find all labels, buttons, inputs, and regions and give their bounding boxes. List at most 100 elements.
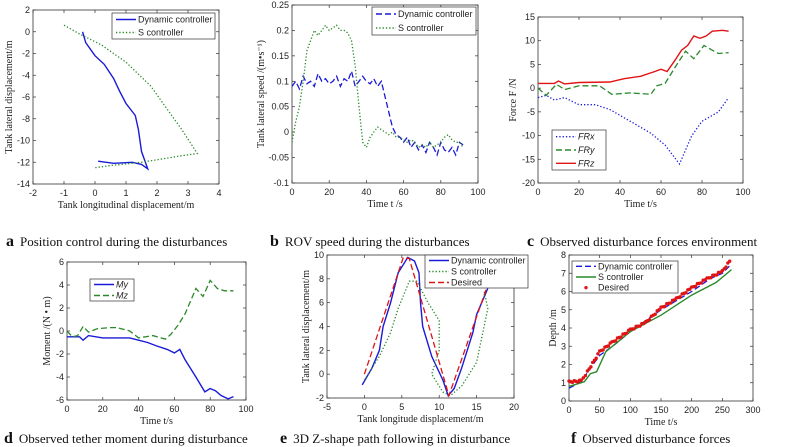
legend-label: Dynamic controller	[138, 15, 213, 25]
series-desired-marker	[663, 304, 667, 309]
panel-b: 0 20 40 60 80 100 -0.1 -0.05 0 0.05 0.1 0.15 0.2 0.25…	[256, 0, 486, 250]
series-desired-marker	[579, 378, 583, 382]
caption-text: 3D Z-shape path following in disturbance	[293, 431, 510, 446]
y-tick-label: 6	[561, 287, 566, 297]
x-tick-label: 250	[715, 405, 730, 415]
series-my-line	[67, 334, 234, 400]
x-tick-label: 100	[735, 187, 750, 197]
y-axis-label: Moment /(N • m)	[42, 296, 53, 365]
y-tick-label: -0.05	[268, 153, 289, 163]
y-tick-label: 0	[59, 326, 64, 336]
y-tick-label: 4	[561, 323, 566, 333]
y-tick-label: 4	[59, 280, 64, 290]
legend-box	[111, 12, 216, 40]
legend-marker	[584, 285, 588, 290]
x-tick-label: 0	[289, 187, 294, 197]
x-axis-label: Time t/s	[645, 417, 678, 428]
series-desired-marker	[727, 259, 732, 263]
legend-label: S controller	[598, 272, 644, 282]
panel-caption: f Observed disturbance forces	[571, 430, 730, 447]
caption-letter: c	[527, 233, 534, 250]
y-axis-label: Tank lateral displacement/m	[4, 40, 15, 153]
series-frx-line	[537, 94, 730, 166]
x-tick-label: 60	[399, 187, 409, 197]
panel-caption: c Observed disturbance forces environment	[527, 233, 757, 250]
legend-label: Dynamic controller	[398, 9, 473, 19]
caption-letter: b	[270, 233, 279, 250]
x-tick-label: 0	[535, 187, 540, 197]
y-tick-label: 7	[561, 268, 566, 278]
y-tick-label: 0.05	[271, 102, 289, 112]
y-tick-label: -0.1	[273, 178, 289, 188]
caption-text: Observed disturbance forces environment	[540, 234, 757, 249]
series-mz-line	[66, 279, 234, 340]
y-tick-label: 3	[561, 341, 566, 351]
panel-d: 0 20 40 60 80 100 -6 -4 -2 0 2 4 6 Time t/s Moment /(N…	[4, 257, 254, 447]
x-axis-label: Tank longitudinal displacement/m	[58, 200, 195, 211]
x-tick-label: 80	[205, 404, 215, 414]
legend: Dynamic controller S controller	[371, 6, 477, 36]
panel-caption: e 3D Z-shape path following in disturbanc…	[280, 430, 510, 447]
y-tick-label: 0.2	[276, 25, 289, 35]
y-tick-label: 0.1	[276, 76, 289, 86]
y-tick-label: -2	[316, 393, 324, 403]
series-s-controller-line	[291, 24, 464, 149]
series-desired-marker	[678, 295, 682, 299]
x-tick-label: 100	[623, 405, 638, 415]
series-desired-marker	[632, 327, 636, 331]
series-desired-marker	[709, 276, 713, 280]
y-tick-label: 6	[319, 298, 324, 308]
legend-label: FRx	[578, 132, 595, 142]
y-tick-label: 10	[314, 250, 324, 260]
caption-text: Observed tether moment during disturbanc…	[19, 431, 248, 446]
y-tick-label: 2	[25, 5, 30, 15]
series-s-controller-line	[363, 280, 489, 397]
x-tick-label: 0	[566, 405, 571, 415]
legend-label: Desired	[451, 278, 482, 288]
x-tick-label: 40	[134, 404, 144, 414]
series-desired-marker	[684, 291, 688, 295]
legend-label: S controller	[398, 23, 444, 33]
caption-text: Position control during the disturbances	[20, 234, 227, 249]
legend-label: Mz	[116, 291, 128, 301]
y-tick-label: 0.15	[271, 51, 289, 61]
y-axis-label: Tank lateral displacement/m	[301, 270, 312, 383]
y-tick-label: -12	[17, 157, 30, 167]
y-tick-label: -10	[522, 131, 535, 141]
series-fry-line	[537, 44, 729, 97]
legend-label: Desired	[598, 283, 629, 293]
x-tick-label: 40	[615, 187, 625, 197]
series-desired-marker	[601, 348, 605, 352]
series-desired-marker	[583, 373, 588, 378]
legend-label: FRz	[578, 158, 595, 168]
panel-e: -5 0 5 10 15 20 -2 0 2 4 6 8 10 Tank longitude displa…	[280, 250, 529, 447]
x-tick-label: 2	[154, 188, 159, 198]
x-tick-label: 300	[745, 405, 760, 415]
y-tick-label: -6	[22, 92, 30, 102]
panel-caption: b ROV speed during the disturbances	[270, 233, 470, 250]
series-desired-marker	[693, 284, 698, 289]
x-tick-label: 0	[92, 188, 97, 198]
series-desired-marker	[638, 324, 642, 328]
legend-label: Dynamic controller	[451, 256, 526, 266]
x-tick-label: 60	[656, 187, 666, 197]
y-tick-label: 2	[319, 345, 324, 355]
x-tick-label: 0	[362, 402, 367, 412]
y-tick-label: 1	[561, 378, 566, 388]
legend-label: S controller	[138, 28, 184, 38]
x-tick-label: 40	[361, 187, 371, 197]
y-tick-label: -15	[522, 154, 535, 164]
x-tick-label: 150	[653, 405, 668, 415]
series-desired-marker	[724, 265, 728, 269]
y-tick-label: 0	[530, 83, 535, 93]
legend-box	[371, 6, 477, 36]
y-tick-label: -4	[56, 372, 64, 382]
series-desired-marker	[619, 335, 623, 339]
series-desired-marker	[699, 281, 703, 285]
caption-text: Observed disturbance forces	[582, 431, 730, 446]
legend-label: FRy	[578, 145, 595, 155]
y-tick-label: -14	[17, 179, 30, 189]
y-axis-label: Depth /m	[548, 309, 559, 347]
